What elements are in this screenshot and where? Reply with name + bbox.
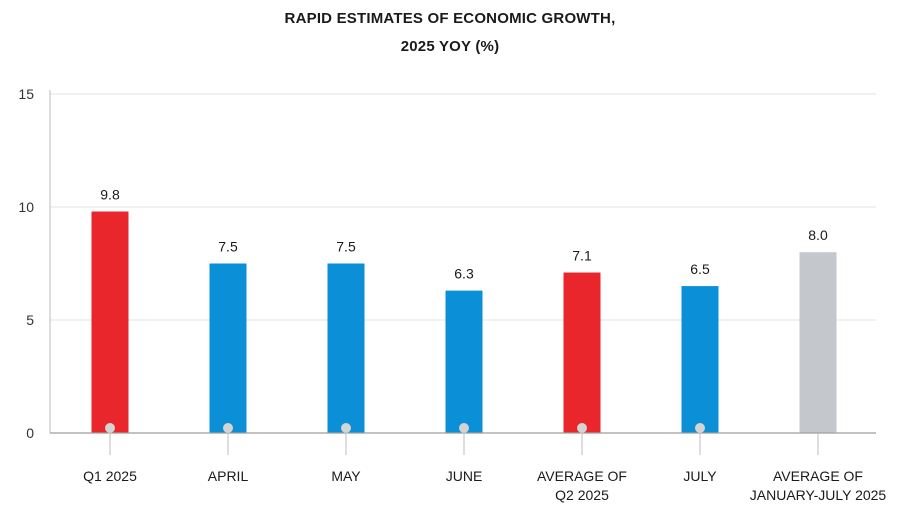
data-label-0: 9.8 xyxy=(100,187,120,203)
chart-title-line-1: RAPID ESTIMATES OF ECONOMIC GROWTH, xyxy=(284,10,616,27)
x-tick-label-6-1: JANUARY-JULY 2025 xyxy=(750,487,887,503)
x-tick-label-6-0: AVERAGE OF xyxy=(773,468,863,484)
marker-dot-2 xyxy=(341,423,351,433)
x-tick-label-4-0: AVERAGE OF xyxy=(537,468,627,484)
data-label-5: 6.5 xyxy=(690,261,710,277)
data-label-6: 8.0 xyxy=(808,227,828,243)
marker-dot-4 xyxy=(577,423,587,433)
bar-5 xyxy=(681,286,719,433)
marker-dot-0 xyxy=(105,423,115,433)
x-tick-label-3-0: JUNE xyxy=(446,468,483,484)
bar-4 xyxy=(563,272,601,433)
marker-dot-3 xyxy=(459,423,469,433)
data-label-3: 6.3 xyxy=(454,266,474,282)
data-label-1: 7.5 xyxy=(218,239,238,255)
x-tick-label-1-0: APRIL xyxy=(208,468,249,484)
x-tick-label-2-0: MAY xyxy=(331,468,361,484)
x-tick-label-5-0: JULY xyxy=(683,468,717,484)
bar-6 xyxy=(799,252,837,433)
x-tick-label-0-0: Q1 2025 xyxy=(83,468,137,484)
bar-0 xyxy=(91,211,129,433)
data-label-2: 7.5 xyxy=(336,239,356,255)
bar-1 xyxy=(209,263,247,433)
y-tick-label-10: 10 xyxy=(18,199,34,215)
marker-dot-5 xyxy=(695,423,705,433)
chart-title-line-2: 2025 YOY (%) xyxy=(400,38,500,55)
marker-dot-1 xyxy=(223,423,233,433)
bar-3 xyxy=(445,290,483,433)
y-tick-label-5: 5 xyxy=(26,312,34,328)
y-tick-label-0: 0 xyxy=(26,425,34,441)
x-tick-label-4-1: Q2 2025 xyxy=(555,487,609,503)
data-label-4: 7.1 xyxy=(572,248,592,264)
y-tick-label-15: 15 xyxy=(18,86,34,102)
bar-2 xyxy=(327,263,365,433)
